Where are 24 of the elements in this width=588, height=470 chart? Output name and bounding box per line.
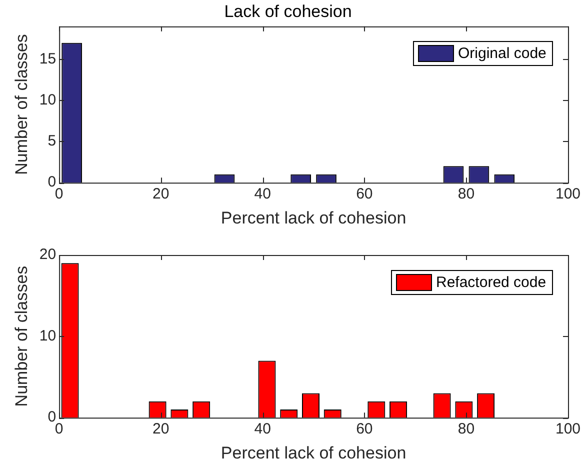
y-tick-label: 20 [39, 246, 56, 264]
y-axis-title: Number of classes [12, 266, 31, 407]
y-tick-label: 15 [39, 50, 56, 68]
x-tick-label: 80 [458, 186, 475, 203]
legend-label: Original code [458, 45, 546, 62]
y-tick-label: 10 [39, 327, 56, 344]
x-tick-label: 100 [555, 420, 581, 438]
x-tick-label: 100 [555, 186, 581, 203]
y-tick-label: 0 [48, 174, 56, 191]
x-axis-title: Percent lack of cohesion [220, 443, 406, 462]
x-tick-label: 40 [254, 186, 271, 203]
x-axis-title: Percent lack of cohesion [220, 208, 406, 228]
chart-title: Lack of cohesion [224, 2, 352, 21]
y-tick-label: 10 [39, 92, 56, 109]
x-tick-label: 40 [254, 420, 271, 438]
y-axis-title: Number of classes [12, 34, 31, 175]
x-tick-label: 80 [458, 420, 475, 438]
legend-label: Refactored code [436, 274, 546, 291]
x-tick-label: 60 [356, 420, 373, 438]
x-tick-label: 60 [356, 186, 373, 203]
x-tick-label: 20 [152, 420, 170, 438]
y-tick-label: 0 [48, 408, 56, 426]
x-tick-label: 20 [152, 186, 170, 203]
y-tick-label: 5 [48, 132, 56, 150]
